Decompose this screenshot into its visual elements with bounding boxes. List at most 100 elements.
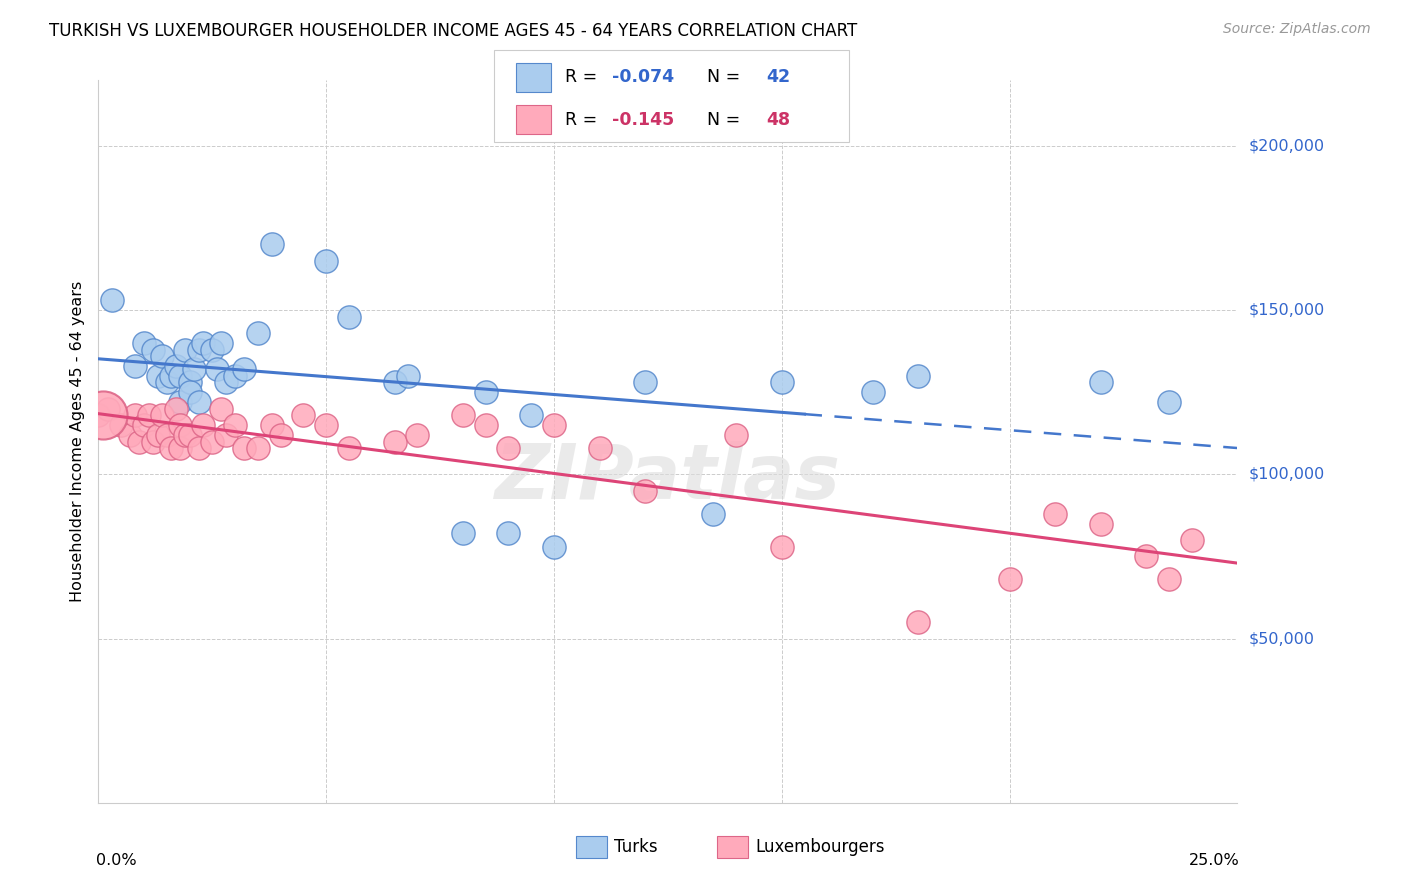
- Text: N =: N =: [696, 69, 745, 87]
- Point: [233, 362, 256, 376]
- Point: [169, 395, 191, 409]
- Point: [384, 434, 406, 449]
- Point: [201, 343, 224, 357]
- Point: [634, 483, 657, 498]
- Point: [292, 409, 315, 423]
- Text: TURKISH VS LUXEMBOURGER HOUSEHOLDER INCOME AGES 45 - 64 YEARS CORRELATION CHART: TURKISH VS LUXEMBOURGER HOUSEHOLDER INCO…: [49, 22, 858, 40]
- Point: [183, 362, 205, 376]
- Text: $200,000: $200,000: [1249, 138, 1324, 153]
- Point: [270, 428, 292, 442]
- Point: [165, 401, 187, 416]
- Point: [142, 434, 165, 449]
- Point: [907, 368, 929, 383]
- Point: [215, 376, 238, 390]
- Text: $100,000: $100,000: [1249, 467, 1324, 482]
- Point: [384, 376, 406, 390]
- Point: [209, 401, 232, 416]
- Point: [233, 441, 256, 455]
- Text: ZIPatlas: ZIPatlas: [495, 441, 841, 515]
- Text: 48: 48: [766, 111, 790, 128]
- Point: [406, 428, 429, 442]
- Point: [224, 418, 246, 433]
- Text: $150,000: $150,000: [1249, 302, 1324, 318]
- Y-axis label: Householder Income Ages 45 - 64 years: Householder Income Ages 45 - 64 years: [70, 281, 86, 602]
- Point: [150, 409, 173, 423]
- Point: [91, 409, 114, 423]
- Point: [498, 526, 520, 541]
- Point: [337, 310, 360, 324]
- Point: [260, 237, 283, 252]
- Text: 25.0%: 25.0%: [1189, 854, 1240, 869]
- Point: [315, 418, 337, 433]
- Point: [160, 441, 183, 455]
- Point: [451, 409, 474, 423]
- Point: [1090, 516, 1112, 531]
- Text: -0.145: -0.145: [612, 111, 673, 128]
- Point: [128, 434, 150, 449]
- Point: [396, 368, 419, 383]
- Point: [205, 362, 228, 376]
- Point: [588, 441, 610, 455]
- Point: [187, 395, 209, 409]
- Point: [634, 376, 657, 390]
- Point: [337, 441, 360, 455]
- Point: [201, 434, 224, 449]
- Point: [156, 376, 179, 390]
- Point: [907, 615, 929, 630]
- Point: [770, 376, 793, 390]
- Point: [179, 385, 201, 400]
- Point: [146, 428, 169, 442]
- Point: [169, 368, 191, 383]
- Point: [187, 343, 209, 357]
- Point: [187, 441, 209, 455]
- Point: [1043, 507, 1066, 521]
- Point: [315, 253, 337, 268]
- Point: [998, 573, 1021, 587]
- Point: [1157, 395, 1180, 409]
- Point: [543, 418, 565, 433]
- Point: [520, 409, 543, 423]
- Text: 0.0%: 0.0%: [96, 854, 136, 869]
- Point: [146, 368, 169, 383]
- Text: Luxembourgers: Luxembourgers: [755, 838, 884, 856]
- Point: [165, 359, 187, 373]
- Point: [260, 418, 283, 433]
- Point: [1135, 549, 1157, 564]
- Point: [1157, 573, 1180, 587]
- Point: [179, 428, 201, 442]
- Point: [543, 540, 565, 554]
- Text: Source: ZipAtlas.com: Source: ZipAtlas.com: [1223, 22, 1371, 37]
- Text: -0.074: -0.074: [612, 69, 673, 87]
- Point: [174, 343, 197, 357]
- Point: [702, 507, 724, 521]
- Text: R =: R =: [565, 69, 603, 87]
- Point: [193, 336, 215, 351]
- Point: [224, 368, 246, 383]
- Point: [169, 441, 191, 455]
- Point: [193, 418, 215, 433]
- Point: [87, 409, 110, 423]
- Point: [101, 293, 124, 308]
- Point: [124, 359, 146, 373]
- Point: [120, 428, 142, 442]
- Point: [179, 376, 201, 390]
- Point: [474, 385, 496, 400]
- Point: [96, 401, 118, 416]
- Point: [132, 336, 155, 351]
- Point: [246, 441, 269, 455]
- Point: [246, 326, 269, 341]
- Point: [138, 409, 160, 423]
- Text: Turks: Turks: [614, 838, 658, 856]
- Point: [124, 409, 146, 423]
- Point: [770, 540, 793, 554]
- Point: [142, 343, 165, 357]
- Point: [156, 428, 179, 442]
- Point: [132, 418, 155, 433]
- Point: [110, 418, 132, 433]
- Point: [451, 526, 474, 541]
- Text: R =: R =: [565, 111, 603, 128]
- Point: [1181, 533, 1204, 547]
- Point: [498, 441, 520, 455]
- Point: [215, 428, 238, 442]
- Text: $50,000: $50,000: [1249, 632, 1315, 646]
